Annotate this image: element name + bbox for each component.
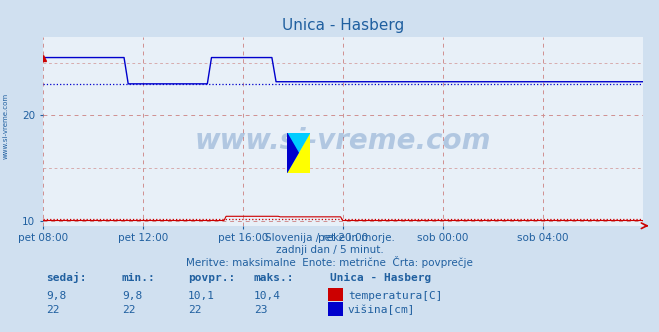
Text: 9,8: 9,8 xyxy=(122,291,142,301)
Text: Slovenija / reke in morje.: Slovenija / reke in morje. xyxy=(264,233,395,243)
Text: temperatura[C]: temperatura[C] xyxy=(348,291,442,301)
Text: min.:: min.: xyxy=(122,273,156,283)
Text: povpr.:: povpr.: xyxy=(188,273,235,283)
Text: www.si-vreme.com: www.si-vreme.com xyxy=(194,126,491,155)
Text: 10,1: 10,1 xyxy=(188,291,215,301)
Text: sedaj:: sedaj: xyxy=(46,272,86,283)
Text: Unica - Hasberg: Unica - Hasberg xyxy=(330,273,431,283)
Text: 22: 22 xyxy=(46,305,59,315)
Text: www.si-vreme.com: www.si-vreme.com xyxy=(2,93,9,159)
Text: 10,4: 10,4 xyxy=(254,291,281,301)
Polygon shape xyxy=(287,133,298,173)
Text: Meritve: maksimalne  Enote: metrične  Črta: povprečje: Meritve: maksimalne Enote: metrične Črta… xyxy=(186,256,473,268)
Text: višina[cm]: višina[cm] xyxy=(348,305,415,315)
Text: 22: 22 xyxy=(188,305,201,315)
Polygon shape xyxy=(287,133,310,173)
Text: 23: 23 xyxy=(254,305,267,315)
Text: zadnji dan / 5 minut.: zadnji dan / 5 minut. xyxy=(275,245,384,255)
Polygon shape xyxy=(287,133,310,173)
Text: maks.:: maks.: xyxy=(254,273,294,283)
Text: 9,8: 9,8 xyxy=(46,291,67,301)
Title: Unica - Hasberg: Unica - Hasberg xyxy=(281,18,404,33)
Text: 22: 22 xyxy=(122,305,135,315)
